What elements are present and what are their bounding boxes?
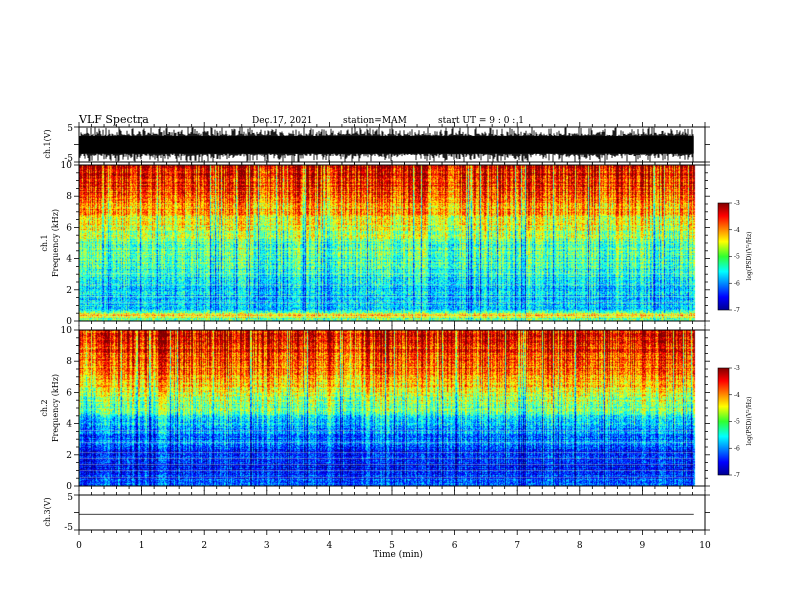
ch2-spectrogram-ytick-label: 6 xyxy=(66,388,72,398)
date-label: Dec.17, 2021 xyxy=(252,116,313,126)
ch1-waveform-trace xyxy=(78,127,694,162)
ch1-waveform-ylabel: ch.1(V) xyxy=(43,129,52,158)
ch3-waveform-frame xyxy=(78,494,706,531)
ch1-spectrogram-ytick-label: 0 xyxy=(66,317,72,327)
ch2-spectrogram-panel: 0 2 4 6 8 10 ch.2 Frequency (kHz) xyxy=(40,325,710,492)
ch1-colorbar-tick-label: -4 xyxy=(734,227,740,234)
ch2-colorbar-label: log(PSD)(V2/Hz) xyxy=(745,397,754,446)
ch3-waveform-ticks xyxy=(74,490,710,535)
ch2-colorbar-tick-label: -7 xyxy=(734,472,740,479)
ch2-colorbar-tick-label: -3 xyxy=(734,365,740,372)
ch2-spectrogram-ytick-label: 4 xyxy=(66,420,72,430)
ch1-spectrogram-ytick-label: 8 xyxy=(66,192,72,202)
ch1-waveform-bursts xyxy=(78,127,694,162)
ch1-spectrogram-panel: 0 2 4 6 8 10 ch.1 Frequency (kHz) xyxy=(40,160,710,327)
ch2-colorbar-ticks: -3 -4 -5 -6 -7 xyxy=(729,365,740,479)
ch1-spectrogram-image xyxy=(79,165,705,321)
ch1-spectrogram-ytick-label: 10 xyxy=(61,161,73,171)
ch3-ytick-bottom: -5 xyxy=(64,523,73,533)
ch1-spectrogram-ytick-label: 6 xyxy=(66,223,72,233)
station-label: station=MAM xyxy=(343,116,407,126)
ch1-spectrogram-ticks xyxy=(74,160,710,326)
start-time-label: start UT = 9 : 0 : 1 xyxy=(438,116,524,126)
time-axis-tick-label: 8 xyxy=(577,541,583,551)
ch1-colorbar-tick-label: -5 xyxy=(734,254,740,261)
ch2-colorbar-tick-label: -6 xyxy=(734,445,740,452)
ch1-colorbar-ticks: -3 -4 -5 -6 -7 xyxy=(729,200,740,314)
ch2-colorbar-tick-label: -5 xyxy=(734,419,740,426)
ch3-ytick-top: 5 xyxy=(67,493,73,503)
ch2-colorbar: -3 -4 -5 -6 -7 log(PSD)(V2/Hz) xyxy=(717,365,754,479)
time-axis-tick-labels: 0 1 2 3 4 5 6 7 8 9 10 xyxy=(76,541,711,551)
ch1-ytick-top: 5 xyxy=(67,124,73,134)
time-axis-tick-label: 7 xyxy=(514,541,520,551)
time-axis-label: Time (min) xyxy=(373,549,423,560)
ch2-spectrogram-image xyxy=(79,330,705,486)
ch3-waveform-panel: 5 -5 ch.3(V) xyxy=(43,490,710,535)
ch2-spectrogram-ticks xyxy=(74,325,710,491)
time-axis-tick-label: 3 xyxy=(264,541,270,551)
time-axis-tick-label: 10 xyxy=(699,541,711,551)
ch1-panel-label: ch.1 xyxy=(40,234,49,251)
time-axis-tick-label: 2 xyxy=(201,541,207,551)
ch1-colorbar-tick-label: -7 xyxy=(734,307,740,314)
ch1-ytick-bottom: -5 xyxy=(64,154,73,164)
ch1-colorbar-gradient xyxy=(717,202,730,311)
ch1-frequency-tick-labels: 0 2 4 6 8 10 xyxy=(61,161,73,327)
time-axis-tick-label: 1 xyxy=(139,541,145,551)
ch1-colorbar-tick-label: -3 xyxy=(734,200,740,207)
ch2-panel-label: ch.2 xyxy=(40,399,49,416)
ch1-colorbar: -3 -4 -5 -6 -7 log(PSD)(V2/Hz) xyxy=(717,200,754,314)
time-axis-tick-label: 9 xyxy=(640,541,646,551)
ch3-waveform-ylabel: ch.3(V) xyxy=(43,497,52,526)
ch2-spectrogram-ytick-label: 8 xyxy=(66,357,72,367)
time-axis-tick-label: 4 xyxy=(327,541,333,551)
ch1-spectrogram-ytick-label: 4 xyxy=(66,255,72,265)
ch1-frequency-axis-label: Frequency (kHz) xyxy=(51,209,60,277)
ch2-frequency-tick-labels: 0 2 4 6 8 10 xyxy=(61,326,73,492)
ch1-spectrogram-ytick-label: 2 xyxy=(66,286,72,296)
time-axis-tick-label: 5 xyxy=(389,541,395,551)
figure-title: VLF Spectra xyxy=(78,113,149,126)
ch1-colorbar-label: log(PSD)(V2/Hz) xyxy=(745,232,754,281)
ch2-colorbar-gradient xyxy=(717,367,730,476)
time-axis-tick-label: 6 xyxy=(452,541,458,551)
ch2-spectrogram-ytick-label: 0 xyxy=(66,482,72,492)
ch2-spectrogram-ytick-label: 2 xyxy=(66,451,72,461)
ch1-colorbar-tick-label: -6 xyxy=(734,280,740,287)
time-axis-tick-label: 0 xyxy=(76,541,82,551)
ch1-waveform-panel: 5 -5 ch.1(V) xyxy=(43,122,710,167)
ch2-frequency-axis-label: Frequency (kHz) xyxy=(51,374,60,442)
ch2-spectrogram-ytick-label: 10 xyxy=(61,326,73,336)
ch2-colorbar-tick-label: -4 xyxy=(734,392,740,399)
